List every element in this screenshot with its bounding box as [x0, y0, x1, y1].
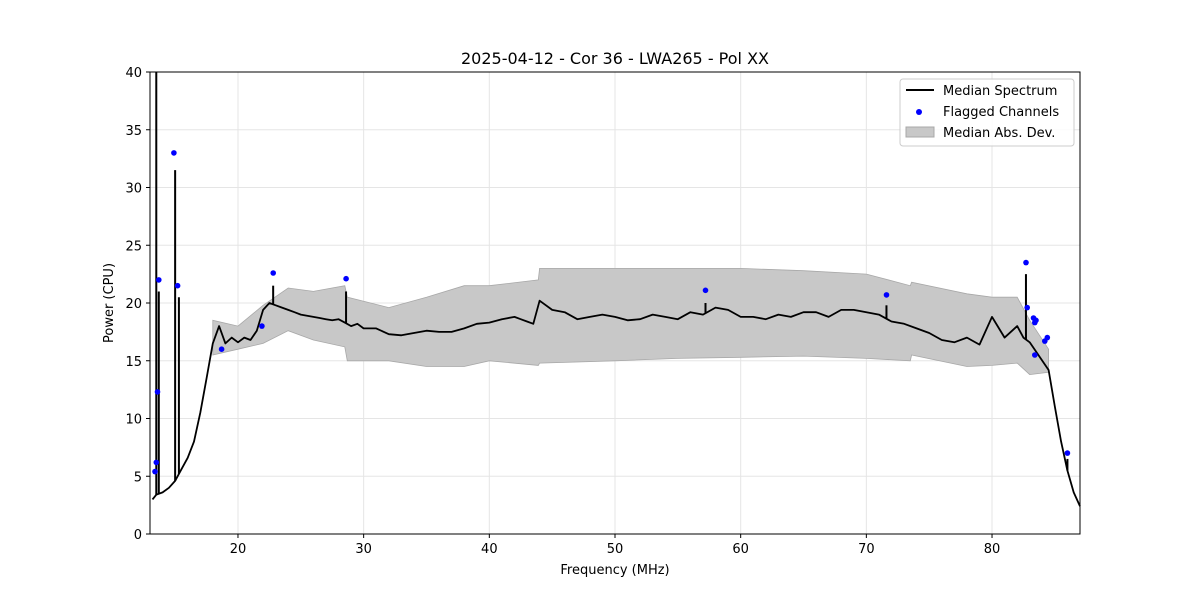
x-tick-label: 70	[858, 542, 875, 557]
flagged-channel-point	[153, 459, 160, 466]
x-tick-label: 50	[607, 542, 624, 557]
flagged-channel-point	[174, 282, 181, 289]
y-tick-label: 5	[134, 470, 142, 485]
flagged-channel-point	[156, 277, 162, 283]
y-tick-label: 25	[125, 239, 142, 254]
flagged-channel-point	[1023, 259, 1029, 266]
flagged-channel-point	[171, 150, 177, 156]
flagged-channel-point	[152, 468, 158, 475]
y-tick-label: 0	[134, 528, 142, 543]
x-tick-label: 60	[732, 542, 749, 557]
flagged-channel-point	[702, 287, 709, 294]
flagged-channel-point	[259, 323, 265, 329]
y-tick-label: 35	[125, 124, 142, 139]
flagged-channels-layer	[152, 150, 1071, 475]
x-tick-label: 30	[355, 542, 372, 557]
flagged-channel-point	[1033, 317, 1039, 324]
y-tick-label: 20	[125, 297, 142, 312]
legend: Median Spectrum Flagged Channels Median …	[899, 78, 1075, 147]
median-spectrum-line	[151, 299, 1081, 507]
y-axis-label: Power (CPU)	[102, 263, 117, 343]
legend-marker-swatch	[916, 109, 922, 115]
flagged-channel-point	[1024, 304, 1030, 311]
x-axis-ticks: 20 30 40 50 60 70 80	[230, 534, 1001, 557]
x-axis-label: Frequency (MHz)	[560, 563, 669, 578]
x-tick-label: 20	[230, 542, 247, 557]
legend-label-median: Median Spectrum	[943, 84, 1057, 99]
flagged-channel-point	[343, 275, 349, 282]
y-tick-label: 40	[125, 66, 142, 81]
legend-label-flagged: Flagged Channels	[943, 105, 1059, 120]
flagged-channel-point	[154, 389, 161, 395]
flagged-channel-point	[883, 292, 890, 298]
flagged-channel-point	[1064, 450, 1071, 456]
flagged-channel-point	[1044, 334, 1051, 341]
y-axis-ticks: 0 5 10 15 20 25 30 35 40	[125, 66, 150, 543]
median-spectrum-layer	[151, 72, 1081, 507]
legend-box	[899, 78, 1075, 147]
y-tick-label: 15	[125, 355, 142, 370]
y-tick-label: 10	[125, 413, 142, 428]
flagged-channel-point	[218, 346, 225, 353]
chart-title: 2025-04-12 - Cor 36 - LWA265 - Pol XX	[461, 49, 769, 68]
legend-band-swatch	[905, 126, 935, 138]
x-tick-label: 40	[481, 542, 498, 557]
flagged-channel-point	[270, 270, 277, 276]
flagged-channel-point	[1032, 352, 1038, 358]
y-tick-label: 30	[125, 182, 142, 197]
x-tick-label: 80	[984, 542, 1001, 557]
legend-label-mad: Median Abs. Dev.	[943, 126, 1055, 141]
